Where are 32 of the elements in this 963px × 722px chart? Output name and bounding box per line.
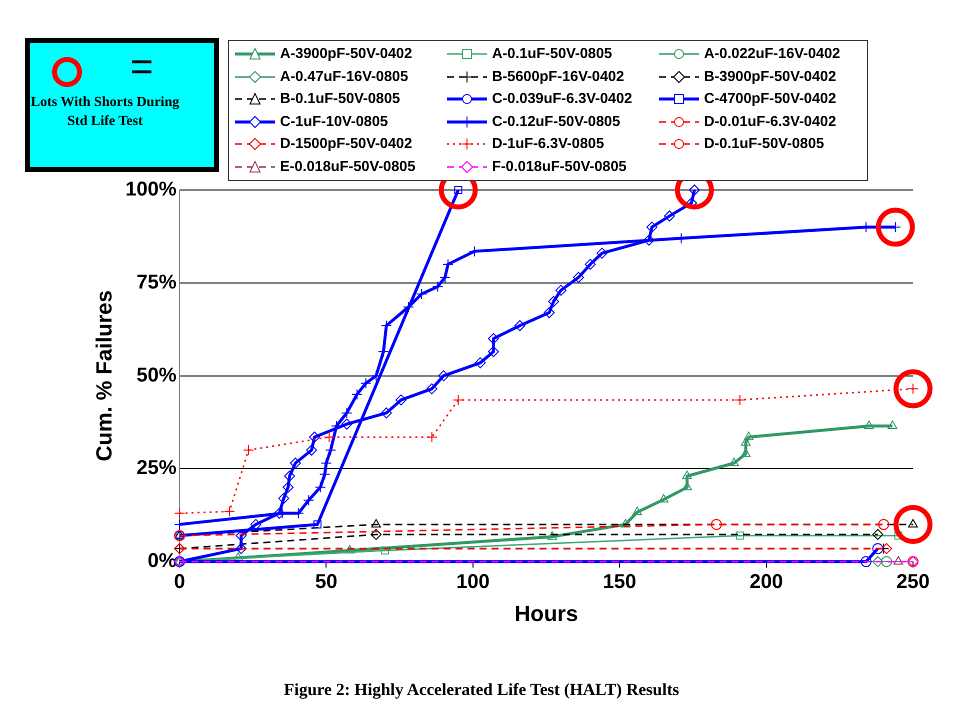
legend-label: A-0.47uF-16V-0805 <box>280 68 408 85</box>
legend-label: C-1uF-10V-0805 <box>280 114 388 130</box>
legend-label: D-1500pF-50V-0402 <box>280 136 412 152</box>
legend-label: E-0.018uF-50V-0805 <box>280 158 416 175</box>
legend-label: D-0.1uF-50V-0805 <box>704 136 824 152</box>
y-tick-label: 0% <box>148 550 177 572</box>
legend-label: B-3900pF-50V-0402 <box>704 68 836 85</box>
legend-label: A-3900pF-50V-0402 <box>280 46 412 62</box>
y-axis-title: Cum. % Failures <box>91 290 116 462</box>
x-axis-title: Hours <box>514 600 578 626</box>
text: Figure 2: Highly Accelerated Life Test (HALT) Results <box>282 680 680 700</box>
x-tick-label: 200 <box>750 571 783 594</box>
y-tick-label: 50% <box>136 364 177 386</box>
y-tick-label: 25% <box>136 457 177 480</box>
legend-label: A-0.1uF-50V-0805 <box>492 46 612 62</box>
legend-label: C-4700pF-50V-0402 <box>704 91 836 108</box>
x-tick-label: 0 <box>174 571 186 594</box>
legend-label: D-0.01uF-6.3V-0402 <box>704 114 836 130</box>
x-tick-label: 50 <box>315 571 338 594</box>
y-tick-label: 75% <box>136 271 177 294</box>
legend-label: B-0.1uF-50V-0805 <box>280 91 400 108</box>
x-tick-label: 100 <box>456 571 490 594</box>
legend-label: B-5600pF-16V-0402 <box>492 68 624 85</box>
legend-label: C-0.039uF-6.3V-0402 <box>492 91 632 108</box>
legend-label: C-0.12uF-50V-0805 <box>492 114 620 130</box>
legend-label: A-0.022uF-16V-0402 <box>704 46 840 62</box>
legend-label: D-1uF-6.3V-0805 <box>492 136 604 152</box>
key-box: = Lots With Shorts During Std Life Test <box>25 38 219 172</box>
y-tick-label: 100% <box>125 178 177 201</box>
x-tick-label: 150 <box>602 571 636 594</box>
legend-label: F-0.018uF-50V-0805 <box>492 158 627 175</box>
x-tick-label: 250 <box>896 571 930 594</box>
